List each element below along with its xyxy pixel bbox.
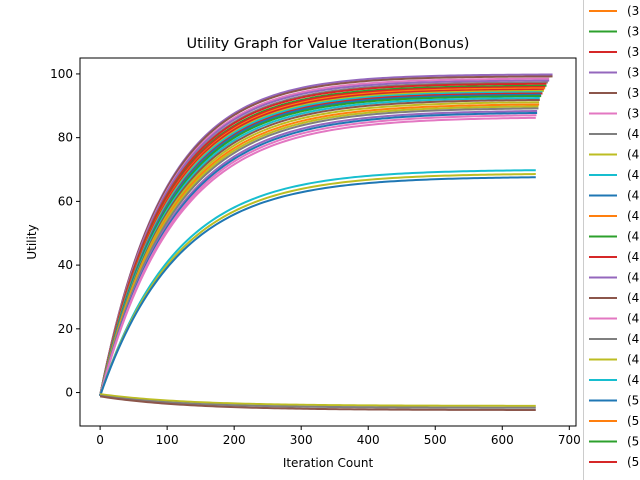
legend-label: (4: [627, 127, 639, 141]
legend-label: (4: [627, 312, 639, 326]
y-axis-label: Utility: [25, 224, 39, 259]
series-line-25: [99, 116, 536, 396]
x-tick-label: 500: [424, 433, 447, 447]
legend-label: (5: [627, 414, 639, 428]
legend-label: (4: [627, 250, 639, 264]
series-line-15: [99, 95, 542, 396]
x-axis-label: Iteration Count: [283, 456, 374, 470]
series-line-2: [99, 75, 553, 396]
series-line-29: [99, 393, 536, 407]
legend-label: (3: [627, 45, 639, 59]
legend-label: (4: [627, 332, 639, 346]
series-line-22: [99, 110, 538, 396]
legend-label: (4: [627, 148, 639, 162]
series-line-8: [99, 86, 546, 396]
y-tick-label: 40: [58, 258, 73, 272]
legend-label: (4: [627, 353, 639, 367]
legend-label: (4: [627, 209, 639, 223]
legend: (3 (3 (3 (3 (3 (3 (4 (4 (4 (4 (4 (4 (4 (4 (4 (4 (4 (4 (4 (5…: [589, 4, 639, 469]
y-tick-label: 0: [65, 386, 73, 400]
y-tick-label: 20: [58, 322, 73, 336]
series-line-14: [99, 93, 542, 396]
legend-label: (4: [627, 230, 639, 244]
x-axis-ticks: 0 100 200 300 400 500 600 700: [96, 426, 581, 447]
series-line-18: [99, 101, 540, 396]
series-line-12: [99, 91, 543, 396]
legend-label: (4: [627, 168, 639, 182]
legend-label: (3: [627, 107, 639, 121]
series-line-27: [99, 173, 536, 397]
series-line-20: [99, 105, 539, 396]
series-line-21: [99, 107, 539, 396]
series-line-23: [99, 111, 538, 396]
series-line-26: [99, 169, 536, 397]
series-line-4: [99, 79, 550, 396]
series-line-6: [99, 82, 547, 396]
series-line-10: [99, 88, 544, 396]
y-tick-label: 100: [50, 67, 73, 81]
legend-label: (4: [627, 373, 639, 387]
series-line-16: [99, 97, 540, 396]
plot-frame: [79, 57, 577, 427]
plot-series-group: [99, 73, 553, 411]
legend-label: (5: [627, 394, 639, 408]
legend-label: (5: [627, 435, 639, 449]
x-tick-label: 400: [357, 433, 380, 447]
x-tick-label: 300: [290, 433, 313, 447]
y-tick-label: 60: [58, 194, 73, 208]
x-tick-label: 0: [96, 433, 104, 447]
legend-label: (5: [627, 455, 639, 469]
series-line-19: [99, 103, 540, 396]
legend-label: (3: [627, 25, 639, 39]
legend-label: (3: [627, 86, 639, 100]
x-tick-label: 200: [223, 433, 246, 447]
legend-label: (3: [627, 4, 639, 18]
series-line-28: [99, 176, 536, 397]
series-line-31: [99, 395, 536, 411]
legend-label: (4: [627, 291, 639, 305]
legend-label: (3: [627, 66, 639, 80]
series-line-30: [99, 394, 536, 409]
y-tick-label: 80: [58, 131, 73, 145]
chart-title: Utility Graph for Value Iteration(Bonus): [187, 36, 470, 52]
y-axis-ticks: 0 20 40 60 80 100: [50, 67, 80, 400]
legend-label: (4: [627, 189, 639, 203]
x-tick-label: 100: [156, 433, 179, 447]
x-tick-label: 600: [491, 433, 514, 447]
x-tick-label: 700: [558, 433, 581, 447]
series-line-24: [99, 114, 537, 396]
series-line-17: [99, 98, 540, 396]
legend-label: (4: [627, 271, 639, 285]
